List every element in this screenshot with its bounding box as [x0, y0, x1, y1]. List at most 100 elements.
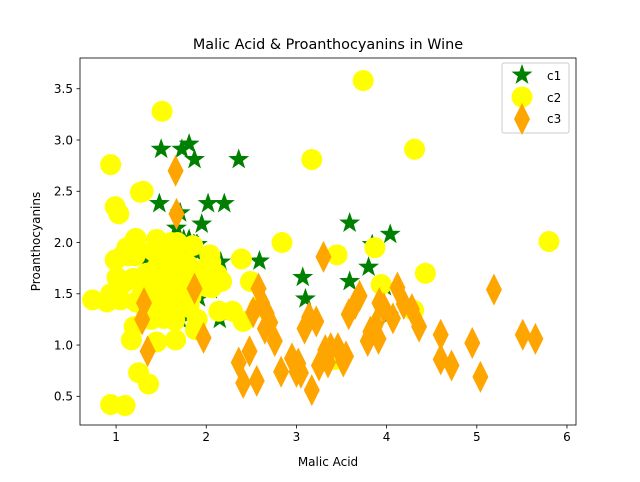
data-point-c1	[339, 212, 361, 232]
data-point-c3	[134, 303, 151, 336]
data-point-c3	[168, 197, 185, 230]
data-point-c3	[370, 322, 387, 355]
data-point-c2	[230, 248, 252, 270]
data-point-c2	[129, 181, 151, 203]
legend-label-c1: c1	[547, 69, 561, 83]
data-point-c3	[195, 321, 212, 354]
data-point-c1	[228, 148, 250, 169]
data-point-c1	[213, 192, 235, 213]
data-point-c3	[235, 366, 252, 399]
x-tick-label: 4	[383, 430, 391, 444]
data-point-c3	[186, 272, 203, 305]
data-point-c2	[326, 244, 348, 266]
y-tick-label: 1.5	[54, 287, 73, 301]
data-point-c1	[178, 133, 200, 154]
data-point-c3	[273, 355, 290, 388]
data-point-c1	[197, 192, 219, 213]
legend: c1 c2 c3	[501, 62, 570, 135]
plot-frame	[79, 57, 577, 426]
data-point-c3	[245, 296, 262, 329]
y-tick-label: 3.5	[54, 82, 73, 96]
data-point-c3	[384, 302, 401, 335]
points-layer	[82, 70, 560, 417]
data-point-c3	[351, 279, 368, 312]
data-point-c1	[339, 270, 361, 291]
data-point-c2	[211, 270, 233, 292]
series-c3	[134, 154, 544, 407]
data-point-c3	[288, 355, 305, 388]
data-point-c3	[432, 318, 449, 351]
data-point-c2	[128, 362, 150, 384]
data-point-c2	[352, 70, 374, 92]
data-point-c2	[114, 395, 136, 417]
data-point-c2	[151, 100, 173, 122]
legend-marker-c1	[511, 64, 533, 84]
data-point-c2	[221, 300, 243, 322]
data-point-c3	[443, 349, 460, 382]
data-point-c3	[303, 374, 320, 407]
data-point-c2	[538, 231, 560, 252]
data-point-c2	[166, 232, 188, 254]
data-point-c1	[148, 192, 170, 213]
data-point-c2	[146, 228, 168, 250]
data-point-c3	[308, 305, 325, 338]
y-tick-label: 2.0	[54, 236, 73, 250]
y-tick-label: 0.5	[54, 390, 73, 404]
data-point-c1	[249, 249, 270, 270]
chart-title: Malic Acid & Proanthocyanins in Wine	[193, 37, 463, 53]
data-point-c2	[125, 227, 147, 249]
data-point-c3	[485, 273, 502, 306]
data-point-c2	[104, 249, 126, 271]
x-tick-label: 1	[112, 430, 120, 444]
y-tick-label: 3.0	[54, 133, 73, 147]
data-point-c1	[294, 287, 316, 308]
data-point-c2	[138, 268, 160, 290]
data-point-c2	[404, 138, 426, 160]
y-axis-label: Proanthocyanins	[29, 192, 43, 292]
y-tick-label: 1.0	[54, 338, 73, 352]
data-point-c1	[358, 256, 380, 277]
x-tick-label: 2	[202, 430, 210, 444]
data-point-c2	[160, 272, 182, 294]
data-point-c1	[191, 213, 213, 233]
data-point-c3	[527, 322, 544, 355]
x-axis-ticks: 1 2 3 4 5 6	[112, 425, 571, 444]
data-point-c2	[370, 274, 392, 296]
x-axis-label: Malic Acid	[298, 455, 358, 469]
data-point-c2	[158, 301, 180, 323]
data-point-c2	[110, 289, 132, 311]
data-point-c2	[414, 262, 436, 284]
data-point-c1	[184, 148, 205, 169]
data-point-c3	[261, 305, 278, 338]
legend-markers	[511, 64, 533, 135]
data-point-c3	[241, 335, 258, 368]
legend-marker-c2	[511, 86, 533, 108]
data-point-c3	[514, 318, 531, 351]
data-point-c3	[167, 154, 184, 187]
data-point-c3	[464, 326, 481, 359]
data-point-c2	[165, 329, 187, 351]
data-point-c1	[292, 266, 314, 287]
data-point-c2	[364, 237, 386, 259]
data-point-c1	[171, 138, 193, 159]
legend-label-c2: c2	[547, 91, 561, 105]
y-tick-label: 2.5	[54, 185, 73, 199]
data-point-c3	[472, 360, 489, 393]
data-point-c2	[195, 256, 217, 278]
legend-label-c3: c3	[547, 112, 561, 126]
data-point-c3	[248, 364, 265, 397]
data-point-c2	[82, 289, 104, 311]
x-tick-label: 3	[293, 430, 301, 444]
data-point-c3	[411, 310, 428, 343]
data-point-c2	[108, 203, 130, 225]
y-axis-ticks: 0.5 1.0 1.5 2.0 2.5 3.0 3.5	[54, 82, 80, 404]
data-point-c2	[271, 232, 293, 254]
data-point-c2	[301, 148, 323, 170]
data-point-c3	[315, 240, 332, 273]
data-point-c1	[150, 138, 172, 159]
data-point-c1	[379, 223, 401, 244]
legend-marker-c3	[514, 103, 530, 135]
data-point-c2	[100, 154, 122, 176]
x-tick-label: 6	[563, 430, 571, 444]
